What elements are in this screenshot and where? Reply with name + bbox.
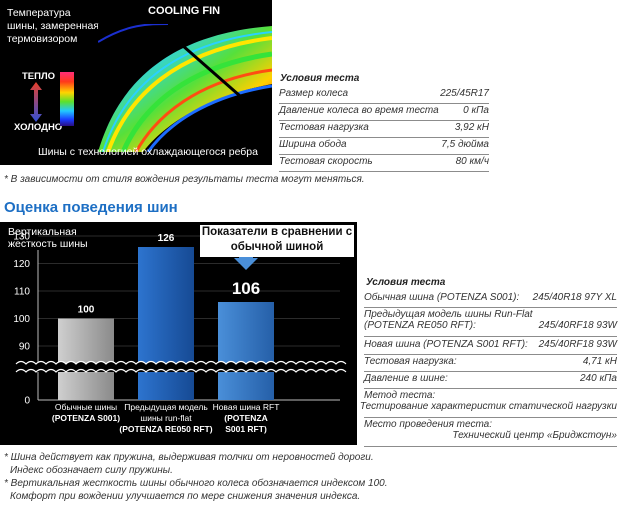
y-tick-label: 130 xyxy=(13,232,30,243)
condition-row: Тестовая нагрузка: 4,71 кН xyxy=(364,356,617,372)
condition-label-cont: (POTENZA RE050 RFT): xyxy=(364,320,476,331)
condition-value: Технический центр «Бриджстоун» xyxy=(452,430,617,441)
condition-label: Давление колеса во время теста xyxy=(279,105,439,116)
y-tick-label: 100 xyxy=(13,314,30,325)
condition-value: 225/45R17 xyxy=(440,88,489,99)
y-tick-label: 120 xyxy=(13,259,30,270)
bar-value-label: 106 xyxy=(232,279,260,298)
condition-label: Новая шина (POTENZA S001 RFT): xyxy=(364,339,528,350)
condition-label: Размер колеса xyxy=(279,88,349,99)
condition-row: Ширина обода 7,5 дюйма xyxy=(279,139,489,155)
tire-thermal-image xyxy=(98,24,272,152)
condition-value: 0 кПа xyxy=(463,105,489,116)
section-heading: Оценка поведения шин xyxy=(4,199,178,216)
chart-comparison-title: Показатели в сравнении с обычной шиной xyxy=(200,225,354,257)
axis-break-fill xyxy=(16,361,346,372)
test-conditions-title-2: Условия теста xyxy=(366,277,446,288)
condition-label: Место проведения теста: xyxy=(364,419,493,430)
y-tick-label: 110 xyxy=(14,287,30,298)
test-conditions-title: Условия теста xyxy=(280,73,360,84)
category-label: шины run-flat xyxy=(140,413,192,423)
condition-row: Размер колеса 225/45R17 xyxy=(279,88,489,104)
category-label: Предыдущая модель xyxy=(124,402,208,412)
thermal-caption: Температура шины, замеренная термовизоро… xyxy=(7,7,99,45)
condition-row: Предыдущая модель шины Run-Flat (POTENZA… xyxy=(364,309,617,337)
condition-row: Тестовая нагрузка 3,92 кН xyxy=(279,122,489,138)
axis-break-line xyxy=(15,368,347,373)
condition-label: Обычная шина (POTENZA S001): xyxy=(364,292,520,303)
footnote-line: Комфорт при вождении улучшается по мере … xyxy=(10,491,361,502)
condition-label: Метод теста: xyxy=(364,390,436,401)
bar xyxy=(138,247,194,400)
condition-row: Давление колеса во время теста 0 кПа xyxy=(279,105,489,121)
cooling-fin-label: COOLING FIN xyxy=(148,5,221,17)
thermal-image-panel: Температура шины, замеренная термовизоро… xyxy=(0,0,272,165)
category-label: Новая шина RFT xyxy=(213,402,280,412)
condition-value: 245/40R18 97Y XL xyxy=(532,292,617,303)
footnote-line: Индекс обозначает силу пружины. xyxy=(10,465,173,476)
category-label: Обычные шины xyxy=(55,402,117,412)
condition-row: Метод теста: Тестирование характеристик … xyxy=(360,390,617,418)
condition-row: Обычная шина (POTENZA S001): 245/40R18 9… xyxy=(364,292,617,308)
condition-value: Тестирование характеристик статической н… xyxy=(359,401,617,412)
warm-label: ТЕПЛО xyxy=(22,71,56,82)
stiffness-chart: 0 90 100 110 120 130 100 126 106 Обычные шины (POT… xyxy=(0,222,357,445)
category-label: (POTENZA RE050 RFT) xyxy=(119,424,212,434)
condition-value: 245/40RF18 93W xyxy=(538,320,617,331)
condition-value: 245/40RF18 93W xyxy=(538,339,617,350)
condition-label: Тестовая нагрузка xyxy=(279,122,369,133)
condition-label: Тестовая нагрузка: xyxy=(364,356,457,367)
test-note: * В зависимости от стиля вождения резуль… xyxy=(4,174,365,185)
condition-value: 3,92 кН xyxy=(454,122,489,133)
thermal-bottom-caption: Шины с технологией охлаждающегося ребра xyxy=(38,146,258,158)
footnote-line: * Шина действует как пружина, выдерживая… xyxy=(4,452,374,463)
bar xyxy=(218,302,274,400)
bar-value-label: 126 xyxy=(158,233,175,244)
y-tick-label: 90 xyxy=(19,342,31,353)
y-tick-label: 0 xyxy=(24,396,30,407)
condition-value: 240 кПа xyxy=(580,373,617,384)
cold-label: ХОЛОДНО xyxy=(14,122,63,133)
condition-value: 4,71 кН xyxy=(582,356,617,367)
bar xyxy=(58,318,114,400)
condition-row: Новая шина (POTENZA S001 RFT): 245/40RF1… xyxy=(364,339,617,355)
condition-label: Предыдущая модель шины Run-Flat xyxy=(364,309,533,320)
condition-row: Тестовая скорость 80 км/ч xyxy=(279,156,489,172)
category-label: (POTENZA xyxy=(224,413,267,423)
temperature-arrow-icon xyxy=(30,82,42,122)
chart-y-axis-label: Вертикальная жесткость шины xyxy=(8,226,88,250)
condition-value: 80 км/ч xyxy=(455,156,489,167)
footnote-line: * Вертикальная жесткость шины обычного к… xyxy=(4,478,388,489)
temperature-color-scale xyxy=(60,72,74,126)
condition-label: Давление в шине: xyxy=(364,373,448,384)
condition-row: Давление в шине: 240 кПа xyxy=(364,373,617,389)
condition-label: Ширина обода xyxy=(279,139,347,150)
condition-value: 7,5 дюйма xyxy=(441,139,489,150)
category-label: (POTENZA S001) xyxy=(52,413,120,423)
bar-value-label: 100 xyxy=(78,305,95,316)
category-label: S001 RFT) xyxy=(225,424,267,434)
condition-row: Место проведения теста: Технический цент… xyxy=(364,419,617,447)
condition-label: Тестовая скорость xyxy=(279,156,373,167)
axis-break-line xyxy=(15,360,347,365)
